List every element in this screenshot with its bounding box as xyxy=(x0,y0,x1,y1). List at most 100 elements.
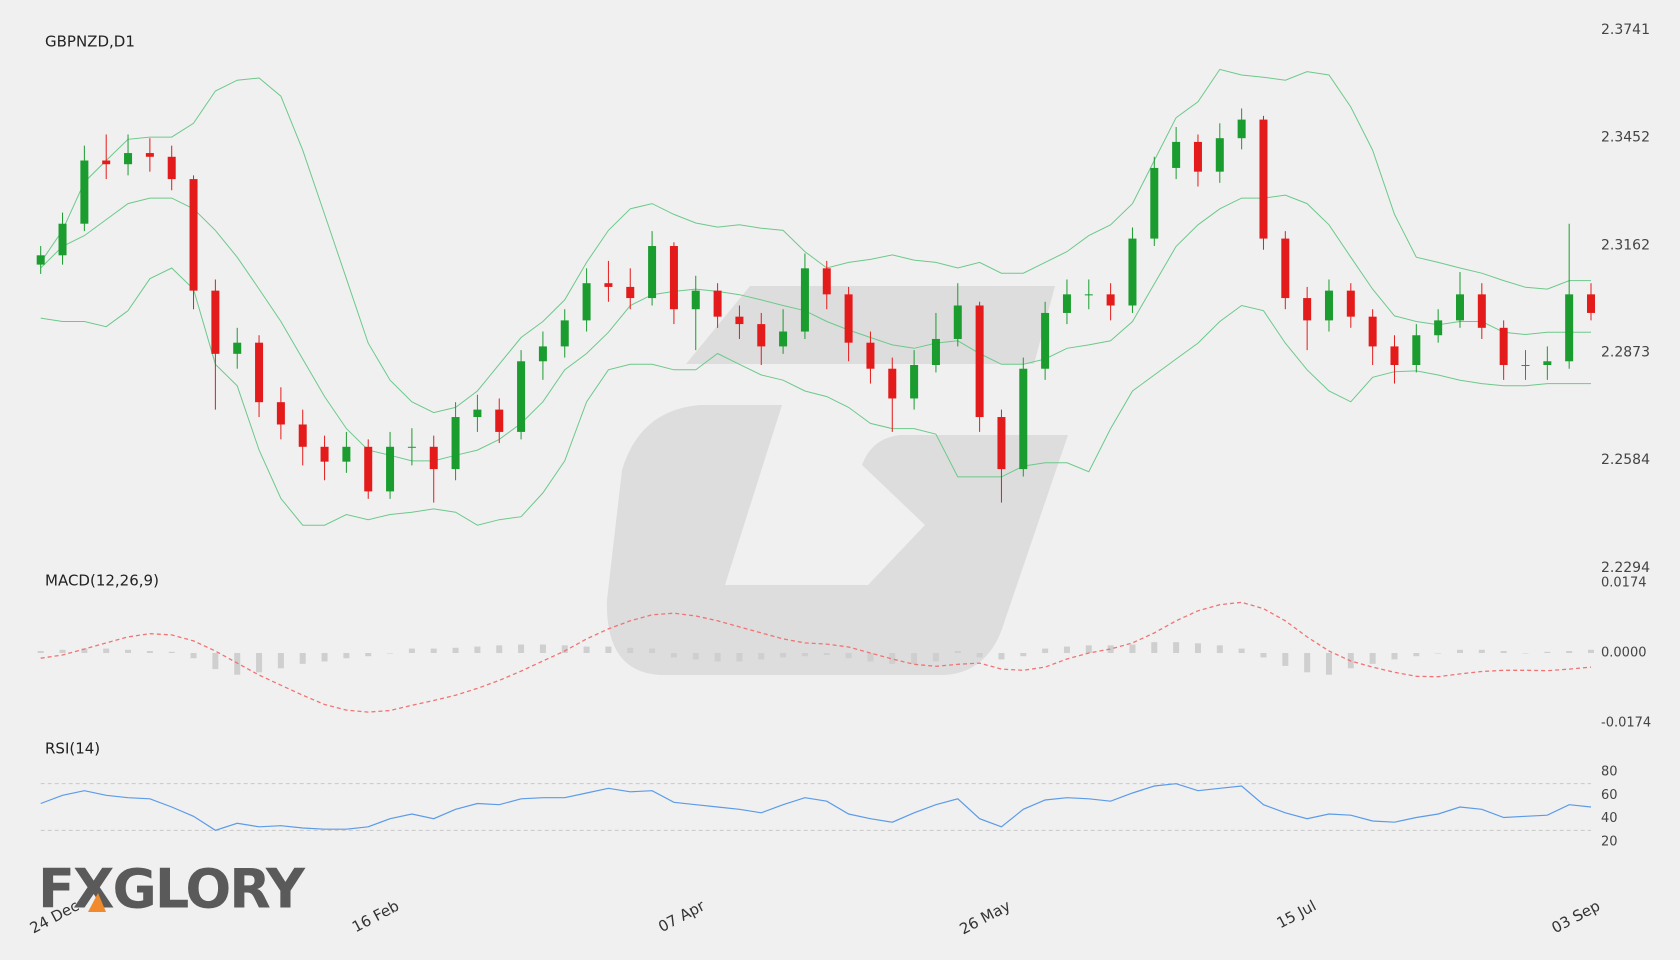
watermark-bar xyxy=(686,286,1055,364)
macd-bar xyxy=(1260,653,1267,658)
macd-bar xyxy=(1588,649,1594,653)
macd-bar xyxy=(1063,646,1070,653)
macd-bar xyxy=(474,646,481,653)
candle-body xyxy=(145,153,154,157)
candle-body xyxy=(604,283,613,287)
candle-body xyxy=(560,320,569,347)
candle-body xyxy=(1455,294,1464,321)
macd-bar xyxy=(387,653,394,654)
brand-logo: FXGLORY xyxy=(38,858,308,921)
candle-body xyxy=(211,290,220,354)
macd-bar xyxy=(1544,651,1551,653)
candle-body xyxy=(1412,335,1421,365)
candle-body xyxy=(233,342,242,354)
rsi-title: RSI(14) xyxy=(45,740,100,758)
y-tick-label: 2.3162 xyxy=(1601,237,1650,253)
candle-body xyxy=(779,331,788,347)
macd-bar xyxy=(1325,653,1332,675)
macd-bar xyxy=(954,650,961,653)
macd-bar xyxy=(670,653,677,658)
macd-bar xyxy=(1413,653,1420,657)
candle-body xyxy=(888,368,897,399)
brand-accent xyxy=(88,893,106,912)
candle-body xyxy=(58,223,67,256)
bollinger-band xyxy=(40,267,1591,526)
price-title: GBPNZD,D1 xyxy=(45,33,135,51)
macd-bar xyxy=(1435,653,1442,654)
rsi-line xyxy=(40,783,1592,831)
candle-body xyxy=(538,346,547,362)
candle-body xyxy=(1543,361,1552,365)
macd-bar xyxy=(1500,650,1507,653)
macd-bar xyxy=(277,653,284,669)
x-tick-label: 16 Feb xyxy=(349,897,402,937)
candle-body xyxy=(36,255,45,265)
macd-bar xyxy=(823,653,830,656)
candle-body xyxy=(844,294,853,343)
candle-body xyxy=(1434,320,1443,336)
y-tick-label: -0.0174 xyxy=(1601,716,1651,731)
candle-body xyxy=(648,246,657,299)
candle-body xyxy=(866,342,875,369)
x-tick-label: 07 Apr xyxy=(655,896,708,936)
macd-bar xyxy=(932,653,939,662)
macd-bar xyxy=(1042,648,1049,653)
candle-body xyxy=(364,446,373,492)
macd-bar xyxy=(321,653,328,662)
candle-body xyxy=(80,160,89,224)
y-tick-label: 60 xyxy=(1601,788,1618,803)
candle-body xyxy=(386,446,395,492)
candle-body xyxy=(669,246,678,310)
candle-body xyxy=(1019,368,1028,470)
macd-bar xyxy=(103,648,110,653)
macd-bar xyxy=(365,653,372,657)
y-tick-label: 40 xyxy=(1601,811,1618,826)
candle-body xyxy=(975,305,984,418)
x-tick-label: 03 Sep xyxy=(1549,897,1603,937)
candle-body xyxy=(1193,141,1202,172)
candle-body xyxy=(1041,312,1050,369)
macd-bar xyxy=(518,644,525,653)
macd-bar xyxy=(1085,645,1092,653)
macd-bar xyxy=(780,653,787,658)
macd-bar xyxy=(408,648,415,653)
candle-body xyxy=(1303,298,1312,321)
macd-bar xyxy=(37,650,44,653)
candle-body xyxy=(1368,316,1377,347)
candle-body xyxy=(255,342,264,403)
candle-body xyxy=(342,446,351,462)
macd-bar xyxy=(714,653,721,662)
y-tick-label: 0.0174 xyxy=(1601,576,1647,591)
candle-body xyxy=(1565,294,1574,362)
y-tick-label: 80 xyxy=(1601,765,1618,780)
candle-body xyxy=(473,409,482,418)
candle-body xyxy=(1499,327,1508,365)
candle-body xyxy=(1477,294,1486,328)
candle-body xyxy=(1106,294,1115,306)
panels: 2.3741 2.3452 2.3162 2.2873 2.2584 2.22940.01… xyxy=(27,22,1651,938)
candle-body xyxy=(822,268,831,295)
candle-body xyxy=(1587,294,1595,313)
y-tick-label: 2.3741 xyxy=(1601,22,1650,38)
y-tick-label: 2.2873 xyxy=(1601,345,1650,361)
candle-body xyxy=(626,286,635,299)
macd-bar xyxy=(146,650,153,653)
macd-bar xyxy=(867,653,874,662)
candle-body xyxy=(102,160,111,165)
macd-bar xyxy=(1216,645,1223,653)
macd-bar xyxy=(1129,644,1136,653)
macd-bar xyxy=(1173,642,1180,653)
macd-bar xyxy=(539,644,546,653)
candle-body xyxy=(713,290,722,317)
macd-bar xyxy=(125,649,132,653)
bollinger-band xyxy=(40,68,1591,414)
candle-body xyxy=(298,424,307,447)
macd-bar xyxy=(1456,649,1463,653)
candle-body xyxy=(931,338,940,365)
macd-bar xyxy=(605,646,612,653)
macd-bar xyxy=(1282,653,1289,666)
candle-body xyxy=(735,316,744,325)
candle-body xyxy=(1150,167,1159,239)
x-tick-label: 15 Jul xyxy=(1274,897,1319,933)
candle-body xyxy=(582,283,591,321)
